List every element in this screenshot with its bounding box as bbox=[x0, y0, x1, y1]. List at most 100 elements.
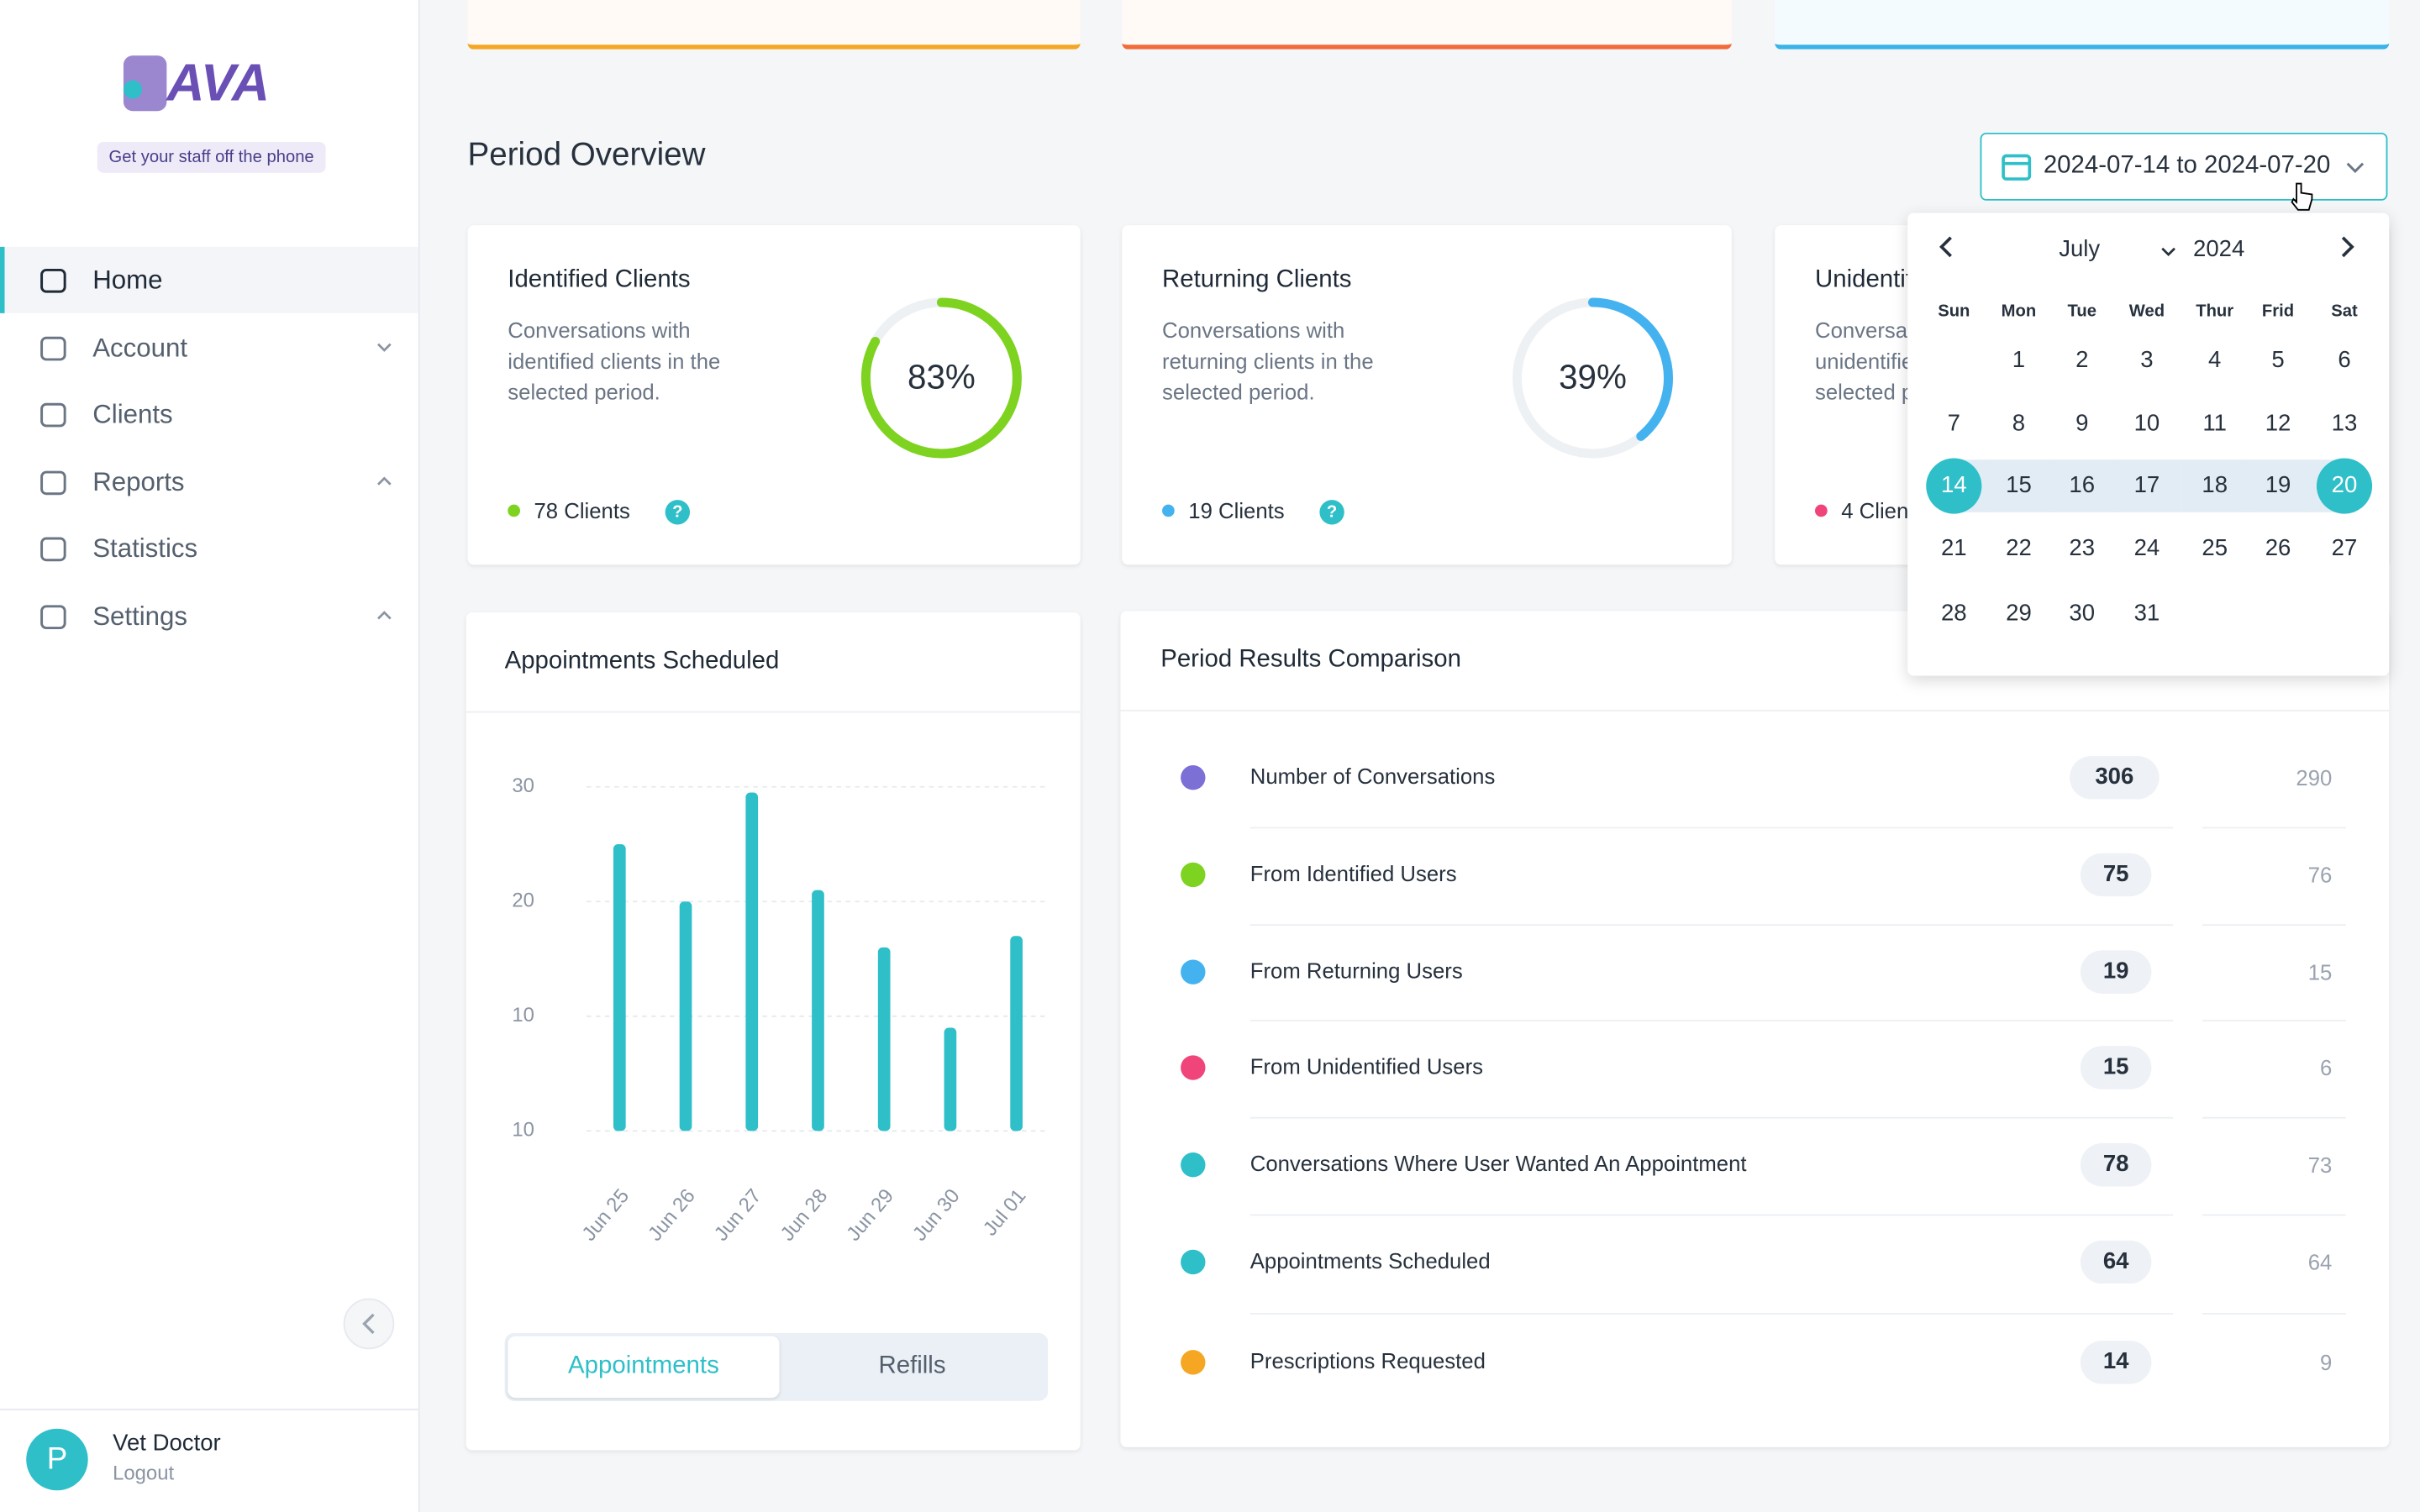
top-card bbox=[1775, 0, 2390, 50]
donut: 83% bbox=[860, 297, 1022, 459]
row-divider bbox=[1249, 923, 2174, 926]
count-label: 78 Clients bbox=[534, 498, 630, 523]
nav-item[interactable]: Clients bbox=[0, 381, 418, 448]
top-card bbox=[1122, 0, 1732, 50]
donut-label: 83% bbox=[908, 358, 976, 396]
month-select[interactable]: July bbox=[2059, 236, 2101, 263]
day[interactable]: 28 bbox=[1940, 600, 1967, 627]
next-month[interactable] bbox=[2339, 236, 2354, 258]
bar bbox=[1010, 936, 1023, 1131]
legend-dot bbox=[1162, 504, 1175, 517]
help-icon[interactable]: ? bbox=[1319, 500, 1344, 525]
icon-shape bbox=[40, 336, 66, 360]
day[interactable]: 12 bbox=[2265, 410, 2291, 437]
y-tick-label: 30 bbox=[512, 774, 534, 797]
help-icon[interactable]: ? bbox=[665, 500, 691, 525]
row-dot bbox=[1181, 862, 1206, 888]
day[interactable]: 7 bbox=[1947, 410, 1960, 437]
tab[interactable]: Appointments bbox=[508, 1336, 780, 1399]
day[interactable]: 2 bbox=[2075, 347, 2089, 374]
row-dot bbox=[1181, 1249, 1206, 1275]
day[interactable]: 3 bbox=[2140, 347, 2154, 374]
current-value: 75 bbox=[2080, 853, 2152, 897]
day[interactable]: 1 bbox=[2012, 347, 2026, 374]
tab[interactable]: Refills bbox=[878, 1352, 946, 1380]
day[interactable]: 25 bbox=[2202, 535, 2228, 562]
day[interactable]: 16 bbox=[2069, 472, 2096, 499]
collapse-button bbox=[343, 1298, 395, 1350]
nav-icon bbox=[40, 336, 66, 360]
icon-shape bbox=[40, 605, 66, 630]
day[interactable]: 31 bbox=[2133, 600, 2160, 627]
weekday: Tue bbox=[2067, 302, 2096, 322]
collapse-circle bbox=[343, 1298, 395, 1350]
day[interactable]: 27 bbox=[2331, 535, 2358, 562]
cursor bbox=[2291, 182, 2313, 211]
top-card bbox=[467, 0, 1081, 50]
arrow bbox=[2341, 236, 2354, 258]
y-tick-label: 10 bbox=[512, 1004, 534, 1026]
nav-icon bbox=[40, 403, 66, 428]
nav-item[interactable]: Settings bbox=[0, 583, 418, 649]
current-value: 15 bbox=[2080, 1046, 2152, 1089]
stat-card: Identified Clients Conversations with ide… bbox=[467, 225, 1081, 565]
range-band bbox=[2244, 459, 2312, 512]
current-value: 306 bbox=[2070, 756, 2160, 800]
day[interactable]: 29 bbox=[2006, 600, 2032, 627]
bar bbox=[944, 1027, 957, 1131]
day[interactable]: 8 bbox=[2012, 410, 2026, 437]
stat-card: Returning Clients Conversations with retu… bbox=[1122, 225, 1732, 565]
day[interactable]: 26 bbox=[2265, 535, 2291, 562]
year-select[interactable]: 2024 bbox=[2193, 236, 2245, 263]
date-range-button[interactable]: 2024-07-14 to 2024-07-20 bbox=[1980, 132, 2388, 201]
y-tick-label: 10 bbox=[512, 1119, 534, 1142]
chevron bbox=[2161, 247, 2175, 257]
date-range-text: 2024-07-14 to 2024-07-20 bbox=[2043, 152, 2331, 180]
row-divider bbox=[1249, 1020, 2174, 1021]
day[interactable]: 6 bbox=[2338, 347, 2351, 374]
day[interactable]: 30 bbox=[2069, 600, 2096, 627]
prev-month[interactable] bbox=[1939, 236, 1954, 258]
day[interactable]: 21 bbox=[1940, 535, 1967, 562]
nav-item[interactable]: Home bbox=[0, 246, 418, 313]
nav-item[interactable]: Reports bbox=[0, 449, 418, 515]
day[interactable]: 5 bbox=[2271, 347, 2285, 374]
month-chevron bbox=[2161, 247, 2175, 257]
day[interactable]: 19 bbox=[2265, 472, 2291, 499]
day[interactable]: 23 bbox=[2069, 535, 2096, 562]
icon-shape bbox=[40, 470, 66, 495]
day[interactable]: 22 bbox=[2006, 535, 2032, 562]
nav-item[interactable]: Statistics bbox=[0, 516, 418, 582]
nav-icon bbox=[40, 470, 66, 495]
nav-chevron bbox=[377, 342, 392, 352]
previous-value: 73 bbox=[2307, 1152, 2333, 1178]
x-tick-label: Jun 29 bbox=[842, 1184, 898, 1245]
user-divider bbox=[0, 1408, 418, 1410]
row-divider bbox=[2202, 923, 2346, 926]
day[interactable]: 10 bbox=[2133, 410, 2160, 437]
day[interactable]: 24 bbox=[2133, 535, 2160, 562]
day[interactable]: 17 bbox=[2133, 472, 2160, 499]
x-tick-label: Jun 30 bbox=[908, 1184, 965, 1245]
page-title: Period Overview bbox=[467, 137, 706, 173]
logout-link[interactable]: Logout bbox=[113, 1461, 175, 1484]
previous-value: 64 bbox=[2307, 1249, 2333, 1275]
day[interactable]: 11 bbox=[2202, 410, 2228, 437]
x-tick-label: Jun 27 bbox=[710, 1184, 766, 1245]
day[interactable]: 4 bbox=[2208, 347, 2222, 374]
row-label: Prescriptions Requested bbox=[1249, 1348, 1486, 1373]
nav-label: Statistics bbox=[92, 534, 198, 564]
calendar-popup: July 2024 Sun Mon Tue Wed Thur Frid Sat 1 2 3 4 5 6 7 8 9… bbox=[1907, 213, 2390, 676]
avatar: P bbox=[26, 1428, 88, 1491]
legend-dot bbox=[508, 504, 520, 517]
legend-dot bbox=[1815, 504, 1828, 517]
day[interactable]: 18 bbox=[2202, 472, 2228, 499]
day[interactable]: 9 bbox=[2075, 410, 2089, 437]
day[interactable]: 13 bbox=[2331, 410, 2358, 437]
day[interactable]: 14 bbox=[1940, 472, 1967, 499]
day[interactable]: 20 bbox=[2331, 472, 2358, 499]
day[interactable]: 15 bbox=[2006, 472, 2032, 499]
row-divider bbox=[2202, 826, 2346, 828]
nav-item[interactable]: Account bbox=[0, 314, 418, 381]
previous-value: 76 bbox=[2307, 862, 2333, 888]
